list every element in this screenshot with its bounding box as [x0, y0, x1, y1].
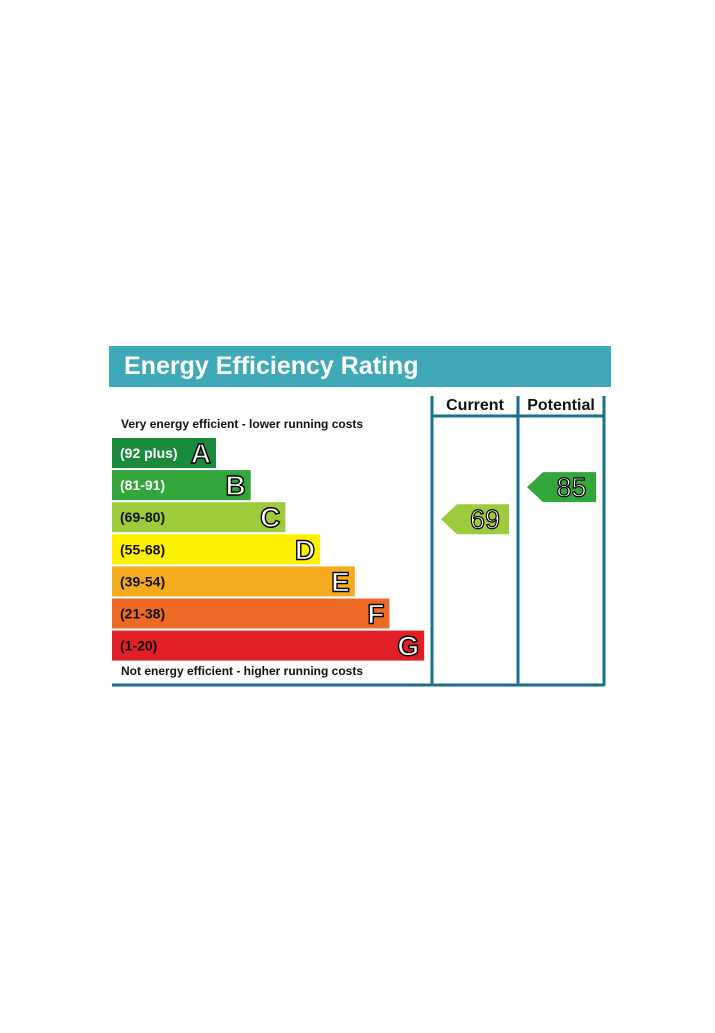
band-f-letter: F: [367, 599, 384, 630]
column-header-potential: Potential: [527, 397, 595, 414]
band-a-range: (92 plus): [120, 445, 178, 461]
band-b-letter: B: [225, 470, 245, 501]
band-g-bar: [112, 631, 424, 661]
band-f-range: (21-38): [120, 606, 165, 622]
band-e-letter: E: [331, 566, 350, 597]
band-g-range: (1-20): [120, 638, 157, 654]
band-b-range: (81-91): [120, 477, 165, 493]
band-c-range: (69-80): [120, 509, 165, 525]
potential-rating-value: 85: [556, 473, 586, 503]
current-rating-value: 69: [470, 505, 500, 535]
band-e-range: (39-54): [120, 573, 165, 589]
top-caption: Very energy efficient - lower running co…: [121, 417, 363, 431]
chart-title: Energy Efficiency Rating: [124, 352, 419, 380]
band-d-range: (55-68): [120, 541, 165, 557]
band-a-letter: A: [191, 438, 211, 469]
band-d-letter: D: [295, 534, 315, 565]
band-g-letter: G: [397, 631, 419, 662]
bottom-caption: Not energy efficient - higher running co…: [121, 664, 363, 678]
band-c-letter: C: [260, 502, 280, 533]
rating-bands: (92 plus) A (81-91) B (69-80) C (55-68) D (39-54…: [112, 438, 424, 662]
column-header-current: Current: [446, 397, 504, 414]
